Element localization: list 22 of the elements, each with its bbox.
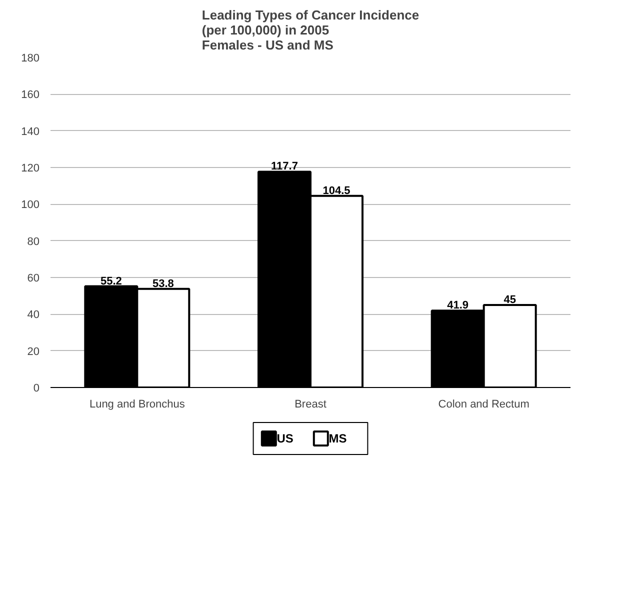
x-tick-label: Lung and Bronchus <box>89 398 186 410</box>
data-label: 41.9 <box>447 300 469 312</box>
chart-title: Leading Types of Cancer Incidence (per 100,000) in 2005 Females - US and MS <box>202 8 420 52</box>
y-tick-label: 60 <box>27 272 40 284</box>
y-tick-label: 140 <box>21 126 40 138</box>
data-label: 117.7 <box>271 160 298 173</box>
data-label: 53.8 <box>152 278 174 290</box>
x-tick-label: Breast <box>294 398 326 410</box>
y-tick-label: 120 <box>21 162 40 174</box>
y-tick-label: 0 <box>33 382 40 394</box>
data-label: 104.5 <box>322 184 350 197</box>
data-label: 55.2 <box>100 275 122 288</box>
legend-label: MS <box>328 432 347 446</box>
y-tick-label: 80 <box>27 236 40 248</box>
y-tick-label: 40 <box>27 309 40 322</box>
y-tick-label: 100 <box>21 199 40 212</box>
y-tick-label: 20 <box>27 346 40 358</box>
y-tick-label: 180 <box>21 52 40 64</box>
y-tick-label: 160 <box>21 89 40 102</box>
x-tick-label: Colon and Rectum <box>438 398 530 410</box>
data-label: 45 <box>504 294 516 306</box>
legend-label: US <box>276 432 294 446</box>
